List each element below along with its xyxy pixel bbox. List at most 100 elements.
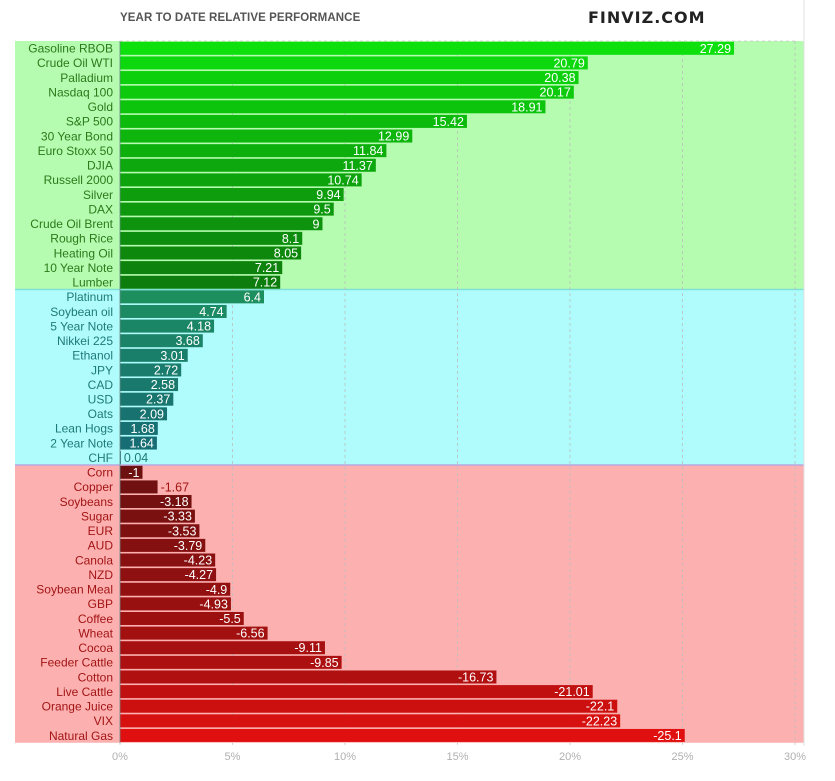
value-label: 10.74 (327, 173, 358, 187)
value-label: -9.11 (294, 641, 322, 655)
value-label: 9.94 (316, 188, 340, 202)
category-label: Soybeans (60, 495, 113, 509)
x-tick-label: 30% (784, 751, 806, 763)
x-tick-label: 15% (446, 751, 468, 763)
zone-middle (15, 289, 804, 465)
category-label: Natural Gas (49, 729, 113, 743)
value-label: -4.93 (199, 597, 228, 611)
value-label: 27.29 (700, 42, 731, 56)
bar (120, 261, 283, 275)
category-label: Heating Oil (54, 246, 113, 260)
category-label: CHF (88, 451, 113, 465)
bar (120, 611, 244, 625)
category-label: Corn (87, 466, 113, 480)
category-label: Canola (75, 553, 113, 567)
value-label: 0.04 (124, 451, 148, 465)
bar (120, 436, 157, 450)
x-tick-label: 20% (559, 751, 581, 763)
bar (120, 670, 497, 684)
bar (120, 348, 188, 362)
bar (120, 275, 281, 289)
category-label: Coffee (78, 612, 113, 626)
bar (120, 451, 121, 465)
bar (120, 465, 143, 479)
value-label: -22.23 (582, 714, 617, 728)
value-label: 9 (313, 217, 320, 231)
chart-title: YEAR TO DATE RELATIVE PERFORMANCE (120, 12, 361, 24)
finviz-logo[interactable]: FINVIZ.COM (588, 8, 706, 27)
category-label: AUD (88, 539, 114, 553)
category-label: NZD (88, 568, 113, 582)
bar (120, 685, 593, 699)
x-tick-label: 5% (225, 751, 241, 763)
category-label: Russell 2000 (44, 173, 114, 187)
category-label: Nikkei 225 (57, 334, 113, 348)
value-label: -6.56 (236, 627, 265, 641)
value-label: -22.1 (586, 700, 615, 714)
value-label: -21.01 (554, 685, 589, 699)
category-label: Crude Oil WTI (37, 56, 113, 70)
bar (120, 655, 342, 669)
bar (120, 231, 303, 245)
category-label: Silver (83, 188, 113, 202)
category-label: Oats (88, 407, 113, 421)
value-label: -4.9 (206, 583, 228, 597)
value-label: -4.27 (185, 568, 214, 582)
category-label: USD (88, 392, 114, 406)
category-label: Euro Stoxx 50 (38, 144, 114, 158)
value-label: 1.68 (130, 422, 154, 436)
value-label: -9.85 (310, 656, 339, 670)
bar (120, 363, 182, 377)
value-label: -3.79 (174, 539, 203, 553)
category-label: Sugar (81, 509, 113, 523)
value-label: 9.5 (313, 203, 330, 217)
bar (120, 524, 200, 538)
value-label: 18.91 (511, 100, 542, 114)
bar (120, 304, 227, 318)
value-label: 7.21 (255, 261, 279, 275)
bar (120, 392, 174, 406)
value-label: 1.64 (130, 437, 154, 451)
category-label: Lean Hogs (55, 422, 113, 436)
value-label: 2.58 (151, 378, 175, 392)
value-label: 11.37 (342, 159, 372, 173)
bar (120, 714, 621, 728)
category-label: Feeder Cattle (40, 656, 113, 670)
bar (120, 480, 158, 494)
bar (120, 538, 206, 552)
x-tick-label: 25% (671, 751, 693, 763)
category-label: DJIA (87, 159, 113, 173)
bar (120, 188, 344, 202)
value-label: 2.37 (146, 393, 170, 407)
category-label: Wheat (78, 626, 113, 640)
category-label: Lumber (72, 276, 113, 290)
value-label: -16.73 (458, 670, 493, 684)
value-label: 4.18 (187, 320, 211, 334)
category-label: JPY (91, 363, 113, 377)
value-label: 7.12 (253, 276, 277, 290)
category-label: 10 Year Note (44, 261, 114, 275)
bar (120, 114, 467, 128)
value-label: 8.1 (282, 232, 299, 246)
bar (120, 129, 413, 143)
category-label: Live Cattle (56, 685, 113, 699)
value-label: -4.23 (184, 554, 213, 568)
value-label: -1.67 (161, 480, 190, 494)
value-label: 20.79 (553, 56, 584, 70)
x-tick-label: 10% (334, 751, 356, 763)
value-label: 3.68 (175, 334, 199, 348)
bar (120, 509, 195, 523)
bar (120, 144, 387, 158)
category-label: 5 Year Note (50, 319, 113, 333)
bar (120, 319, 215, 333)
category-label: Orange Juice (42, 700, 114, 714)
category-label: CAD (88, 378, 114, 392)
bar (120, 41, 735, 55)
bar (120, 407, 168, 421)
bar (120, 626, 268, 640)
bar (120, 582, 231, 596)
category-label: Crude Oil Brent (30, 217, 113, 231)
bar (120, 85, 574, 99)
value-label: -5.5 (219, 612, 241, 626)
